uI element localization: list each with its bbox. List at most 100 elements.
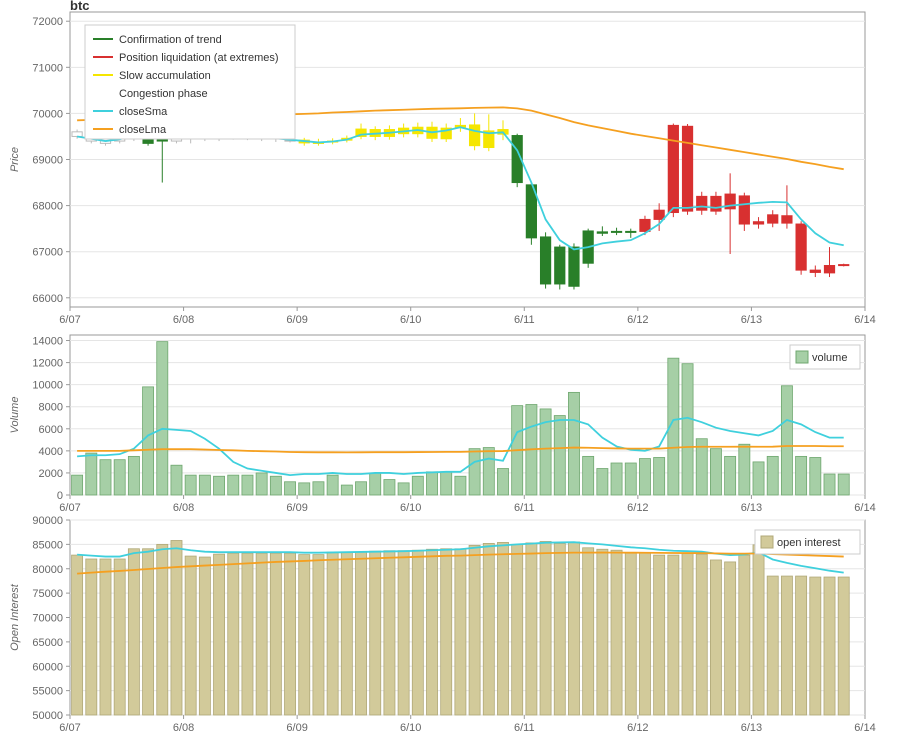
oi-bar: [739, 555, 750, 715]
svg-text:55000: 55000: [32, 686, 63, 698]
volume-bar: [781, 386, 792, 495]
candle: [72, 132, 82, 137]
oi-bar: [682, 554, 693, 715]
volume-lma-line: [77, 446, 844, 452]
volume-bar: [441, 472, 452, 495]
oi-bar: [568, 542, 579, 715]
candle: [654, 210, 664, 219]
candle: [796, 224, 806, 270]
oi-bar: [668, 555, 679, 715]
oi-bar: [370, 551, 381, 715]
svg-text:Open Interest: Open Interest: [9, 583, 21, 651]
svg-text:6/11: 6/11: [514, 502, 535, 514]
candle: [597, 232, 607, 233]
volume-bar: [583, 456, 594, 495]
oi-bar: [199, 557, 210, 715]
volume-panel: [72, 342, 850, 495]
svg-text:6/10: 6/10: [400, 314, 421, 326]
oi-bar: [157, 544, 168, 715]
volume-bar: [143, 387, 154, 495]
oi-bar: [810, 577, 821, 715]
svg-text:6/12: 6/12: [627, 502, 648, 514]
svg-text:6/13: 6/13: [741, 722, 762, 734]
oi-panel: [72, 540, 850, 715]
svg-text:6/13: 6/13: [741, 502, 762, 514]
oi-bar: [654, 555, 665, 715]
candle: [626, 231, 636, 232]
volume-bar: [199, 475, 210, 495]
svg-text:6/09: 6/09: [286, 722, 307, 734]
legend-item-label: closeSma: [119, 106, 168, 118]
oi-bar: [270, 553, 281, 715]
volume-bar: [157, 342, 168, 495]
chart-figure: btc660006700068000690007000071000720006/…: [0, 0, 900, 750]
oi-bar: [143, 549, 154, 715]
volume-bar: [398, 483, 409, 495]
svg-text:85000: 85000: [32, 539, 63, 551]
svg-text:Volume: Volume: [9, 397, 21, 434]
oi-bar: [455, 549, 466, 715]
volume-bar: [384, 480, 395, 495]
svg-text:6/14: 6/14: [854, 502, 875, 514]
volume-bar: [426, 472, 437, 495]
volume-bar: [710, 449, 721, 495]
volume-bar: [497, 469, 508, 495]
svg-text:6/10: 6/10: [400, 722, 421, 734]
volume-bar: [824, 474, 835, 495]
svg-text:60000: 60000: [32, 661, 63, 673]
oi-bar: [710, 560, 721, 715]
candle: [697, 196, 707, 210]
volume-bar: [185, 475, 196, 495]
candle: [810, 270, 820, 272]
svg-text:67000: 67000: [32, 247, 63, 259]
svg-text:6/12: 6/12: [627, 314, 648, 326]
volume-bar: [256, 473, 267, 495]
volume-bar: [597, 469, 608, 495]
oi-bar: [767, 576, 778, 715]
volume-bar: [299, 483, 310, 495]
legend-item-label: Confirmation of trend: [119, 34, 222, 46]
svg-text:6/14: 6/14: [854, 722, 875, 734]
oi-bar: [100, 559, 111, 715]
oi-bar: [341, 552, 352, 715]
volume-bar: [242, 475, 253, 495]
oi-bar: [285, 553, 296, 715]
oi-bar: [426, 549, 437, 715]
oi-bar: [796, 576, 807, 715]
oi-bar: [86, 559, 97, 715]
candle: [682, 126, 692, 211]
oi-bar: [114, 559, 125, 715]
svg-text:68000: 68000: [32, 201, 63, 213]
oi-bar: [469, 545, 480, 715]
oi-bar: [781, 576, 792, 715]
svg-text:6/10: 6/10: [400, 502, 421, 514]
svg-text:6/11: 6/11: [514, 722, 535, 734]
oi-bar: [185, 556, 196, 715]
oi-bar: [228, 553, 239, 715]
volume-bar: [682, 364, 693, 495]
svg-text:50000: 50000: [32, 710, 63, 722]
volume-bar: [753, 462, 764, 495]
svg-text:70000: 70000: [32, 613, 63, 625]
volume-bar: [483, 448, 494, 495]
candle: [839, 265, 849, 266]
volume-bar: [838, 474, 849, 495]
oi-bar: [299, 555, 310, 715]
oi-bar: [639, 553, 650, 715]
svg-text:0: 0: [57, 490, 63, 502]
volume-bar: [611, 463, 622, 495]
svg-text:70000: 70000: [32, 108, 63, 120]
volume-bar: [313, 482, 324, 495]
oi-bar: [838, 577, 849, 715]
candle: [824, 266, 834, 273]
svg-text:69000: 69000: [32, 155, 63, 167]
volume-bar: [72, 475, 83, 495]
volume-bar: [725, 456, 736, 495]
volume-bar: [270, 476, 281, 495]
oi-bar: [583, 548, 594, 715]
svg-text:6/07: 6/07: [59, 502, 80, 514]
svg-text:12000: 12000: [32, 358, 63, 370]
svg-text:6/08: 6/08: [173, 314, 194, 326]
oi-bar: [597, 549, 608, 715]
svg-text:6/12: 6/12: [627, 722, 648, 734]
